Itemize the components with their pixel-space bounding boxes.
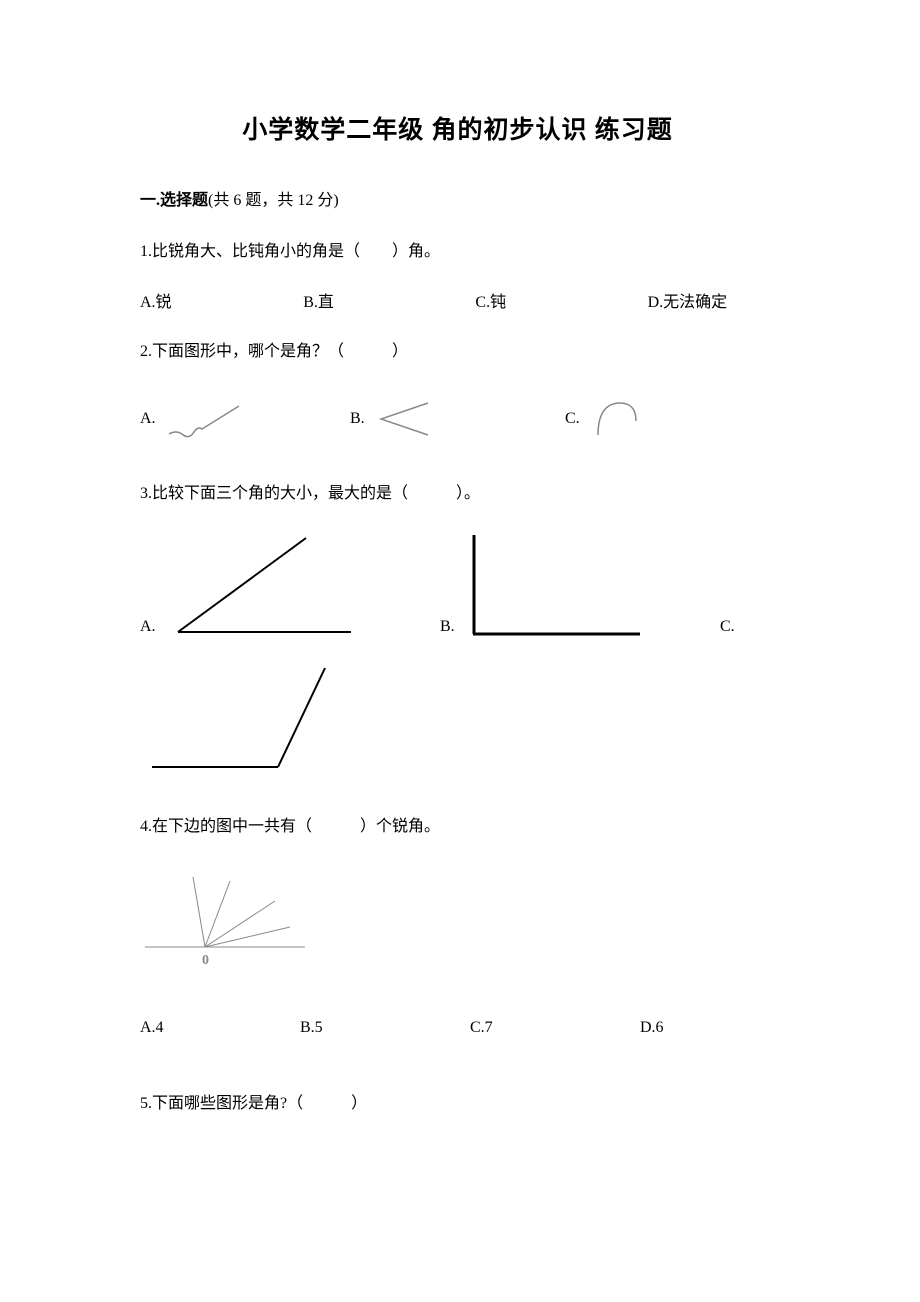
q4-opt-b: B.5 [300, 1019, 470, 1037]
q3-label-c: C. [720, 618, 735, 636]
q3-figure-c-wrap [140, 660, 775, 775]
page-title: 小学数学二年级 角的初步认识 练习题 [140, 110, 775, 146]
q2-options: A. B. C. [140, 394, 775, 444]
q1-options: A.锐 B.直 C.钝 D.无法确定 [140, 288, 775, 312]
section-header: 一.选择题(共 6 题，共 12 分) [140, 186, 775, 210]
q3-text: 3.比较下面三个角的大小，最大的是（ ）。 [140, 482, 775, 506]
q3-figure-b [465, 530, 645, 640]
q4-opt-c: C.7 [470, 1019, 640, 1037]
q2-label-b: B. [350, 410, 365, 428]
q3-figure-c [140, 660, 355, 775]
q4-figure: 0 [140, 869, 310, 969]
q4-figure-wrap: 0 [140, 869, 775, 969]
q2-figure-b [373, 398, 433, 440]
q2-label-c: C. [565, 410, 580, 428]
q4-origin-label: 0 [202, 953, 209, 968]
q4-opt-a: A.4 [140, 1019, 300, 1037]
q2-text: 2.下面图形中，哪个是角？（ ） [140, 340, 775, 364]
q1-opt-d: D.无法确定 [648, 288, 755, 312]
q2-opt-b: B. [350, 398, 565, 440]
q2-figure-a [164, 394, 244, 444]
q3-row1: A. B. C. [140, 530, 775, 640]
q2-label-a: A. [140, 410, 156, 428]
q5-text: 5.下面哪些图形是角?（ ） [140, 1092, 775, 1116]
q3-label-a: A. [140, 618, 156, 636]
q1-opt-c: C.钝 [475, 288, 627, 312]
q2-figure-c [588, 397, 643, 442]
q3-opt-a: A. [140, 530, 440, 640]
q3-opt-b: B. [440, 530, 720, 640]
q2-opt-a: A. [140, 394, 350, 444]
q1-opt-a: A.锐 [140, 288, 283, 312]
q1-opt-b: B.直 [303, 288, 455, 312]
section-header-prefix: 一.选择题 [140, 192, 208, 209]
q4-opt-d: D.6 [640, 1019, 700, 1037]
section-header-suffix: (共 6 题，共 12 分) [208, 192, 339, 209]
q1-text: 1.比锐角大、比钝角小的角是（ ）角。 [140, 240, 775, 264]
q3-opt-c-label: C. [720, 618, 745, 640]
q2-opt-c: C. [565, 397, 643, 442]
q3-figure-a [166, 530, 356, 640]
q3-label-b: B. [440, 618, 455, 636]
q4-options: A.4 B.5 C.7 D.6 [140, 1019, 775, 1037]
q4-text: 4.在下边的图中一共有（ ）个锐角。 [140, 815, 775, 839]
